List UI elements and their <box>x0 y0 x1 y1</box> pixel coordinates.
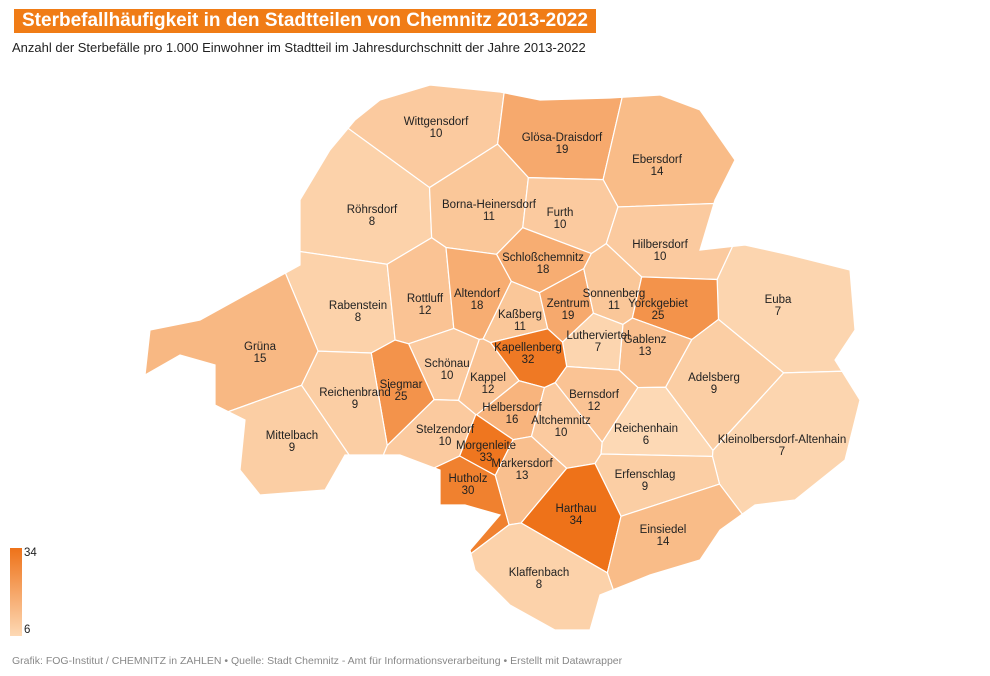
district-value: 13 <box>516 470 529 482</box>
district-value: 7 <box>595 342 601 354</box>
footer: Grafik: FOG-Institut / CHEMNITZ in ZAHLE… <box>12 655 623 667</box>
title: Sterbefallhäufigkeit in den Stadtteilen … <box>14 9 596 33</box>
district-value: 12 <box>419 305 432 317</box>
district-value: 13 <box>639 346 652 358</box>
district-value: 9 <box>642 481 648 493</box>
district-value: 25 <box>652 310 665 322</box>
district-name: Stelzendorf <box>416 424 475 436</box>
district-value: 19 <box>556 144 569 156</box>
district-value: 11 <box>483 211 495 223</box>
district-name: Mittelbach <box>266 430 318 442</box>
legend-min: 6 <box>24 624 30 636</box>
district-value: 10 <box>554 219 567 231</box>
district-name: Harthau <box>556 503 597 515</box>
district-value: 8 <box>369 216 375 228</box>
district-name: Hutholz <box>449 473 488 485</box>
subtitle: Anzahl der Sterbefälle pro 1.000 Einwohn… <box>12 40 586 55</box>
district-name: Glösa-Draisdorf <box>522 132 603 144</box>
district-value: 10 <box>654 251 667 263</box>
district-name: Reichenbrand <box>319 387 391 399</box>
district <box>602 94 736 208</box>
district-value: 30 <box>462 485 475 497</box>
district-name: Gablenz <box>624 334 667 346</box>
district-name: Altchemnitz <box>531 415 591 427</box>
district-value: 10 <box>430 128 443 140</box>
district-value: 12 <box>588 401 601 413</box>
district-value: 10 <box>555 427 568 439</box>
district-name: Markersdorf <box>491 458 553 470</box>
district-value: 15 <box>254 353 267 365</box>
district-name: Adelsberg <box>688 372 740 384</box>
district-name: Furth <box>547 207 574 219</box>
district-name: Einsiedel <box>640 524 687 536</box>
district-name: Wittgensdorf <box>404 116 469 128</box>
district-value: 8 <box>355 312 361 324</box>
district-name: Sonnenberg <box>583 288 646 300</box>
district-value: 12 <box>482 384 495 396</box>
legend-max: 34 <box>24 547 37 559</box>
district-name: Erfenschlag <box>615 469 676 481</box>
district-value: 14 <box>651 166 664 178</box>
district <box>226 384 351 496</box>
district-value: 7 <box>775 306 781 318</box>
district-value: 6 <box>643 435 649 447</box>
district-name: Ebersdorf <box>632 154 683 166</box>
district-name: Helbersdorf <box>482 402 542 414</box>
district-name: Grüna <box>244 341 277 353</box>
district-name: Zentrum <box>547 298 590 310</box>
district-value: 34 <box>570 515 583 527</box>
district-name: Reichenhain <box>614 423 678 435</box>
district-name: Klaffenbach <box>509 567 570 579</box>
district-value: 18 <box>537 264 550 276</box>
district-value: 8 <box>536 579 542 591</box>
district-name: Schloßchemnitz <box>502 252 584 264</box>
district-name: Lutherviertel <box>566 330 629 342</box>
district-name: Röhrsdorf <box>347 204 398 216</box>
district-name: Kapellenberg <box>494 342 562 354</box>
district-name: Kappel <box>470 372 506 384</box>
district-value: 33 <box>480 452 493 464</box>
district-name: Kaßberg <box>498 309 542 321</box>
district-name: Bernsdorf <box>569 389 620 401</box>
district-value: 19 <box>562 310 575 322</box>
district-value: 9 <box>711 384 717 396</box>
district <box>432 455 510 555</box>
district-name: Altendorf <box>454 288 501 300</box>
district-value: 9 <box>352 399 358 411</box>
district-name: Morgenleite <box>456 440 516 452</box>
district-name: Hilbersdorf <box>632 239 688 251</box>
district-name: Borna-Heinersdorf <box>442 199 537 211</box>
district-value: 10 <box>441 370 454 382</box>
district-value: 10 <box>439 436 452 448</box>
district-value: 11 <box>514 321 526 333</box>
district-value: 9 <box>289 442 295 454</box>
district-name: Yorckgebiet <box>628 298 688 310</box>
district-name: Rabenstein <box>329 300 387 312</box>
district-value: 16 <box>506 414 519 426</box>
district-value: 25 <box>395 391 408 403</box>
district-value: 32 <box>522 354 535 366</box>
district-name: Siegmar <box>380 379 423 391</box>
district <box>470 522 614 631</box>
district-value: 7 <box>779 446 785 458</box>
district-name: Euba <box>765 294 792 306</box>
district-value: 11 <box>608 300 620 312</box>
district-name: Rottluff <box>407 293 444 305</box>
district-value: 18 <box>471 300 484 312</box>
legend-bar <box>10 548 22 636</box>
district-name: Schönau <box>424 358 469 370</box>
district-name: Kleinolbersdorf-Altenhain <box>718 434 847 446</box>
district-value: 14 <box>657 536 670 548</box>
